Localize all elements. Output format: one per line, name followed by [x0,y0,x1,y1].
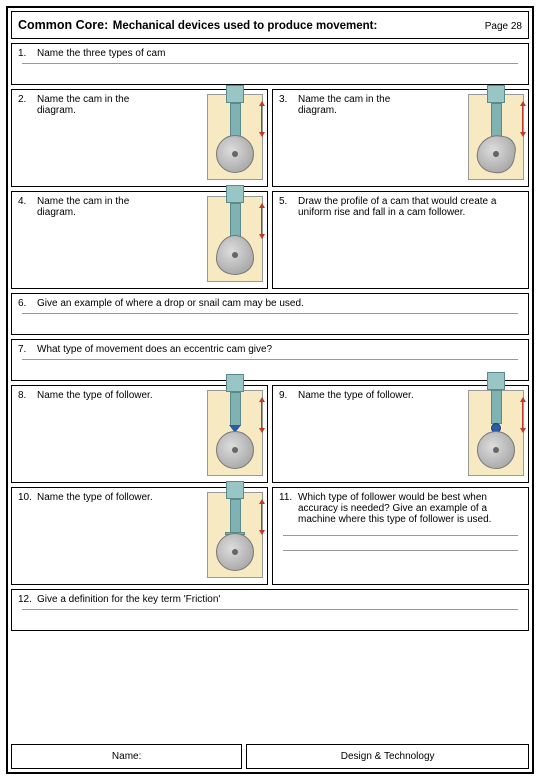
row-q4-q5: 4. Name the cam in the diagram. 5. Draw … [11,191,529,289]
header-prefix: Common Core: [18,18,108,32]
q6-num: 6. [18,298,34,309]
name-field[interactable]: Name: [11,744,242,769]
page-number: Page 28 [485,21,522,32]
q11-num: 11. [279,492,295,503]
cam-shaft [230,103,241,137]
page-header: Common Core: Mechanical devices used to … [11,11,529,39]
q10-text: Name the type of follower. [37,492,164,503]
row-q2-q3: 2. Name the cam in the diagram. 3. Name … [11,89,529,187]
motion-arrow-icon [519,101,525,137]
answer-line[interactable] [22,609,518,610]
header-title-group: Common Core: Mechanical devices used to … [18,16,377,34]
question-4: 4. Name the cam in the diagram. [11,191,268,289]
motion-arrow-icon [519,397,525,433]
question-9: 9. Name the type of follower. [272,385,529,483]
cam-axle [493,447,499,453]
q5-text: Draw the profile of a cam that would cre… [298,196,522,218]
cam-axle [232,151,238,157]
q7-num: 7. [18,344,34,355]
q1-text: Name the three types of cam [37,48,522,59]
motion-arrow-icon [258,203,264,239]
row-q10-q11: 10. Name the type of follower. 11. Which… [11,487,529,585]
question-3: 3. Name the cam in the diagram. [272,89,529,187]
footer: Name: Design & Technology [11,744,529,769]
question-1: 1. Name the three types of cam [11,43,529,85]
q4-text: Name the cam in the diagram. [37,196,164,218]
q9-text: Name the type of follower. [298,390,425,401]
q11-text: Which type of follower would be best whe… [298,492,522,525]
name-label: Name: [112,751,141,762]
follower-diagram-knife [207,390,263,476]
cam-disc [474,132,518,176]
motion-arrow-icon [258,397,264,433]
worksheet-page: Common Core: Mechanical devices used to … [6,6,534,774]
answer-line[interactable] [22,313,518,314]
cam-guide [487,85,505,103]
answer-line[interactable] [283,535,518,536]
cam-disc [216,533,254,571]
follower-diagram-flat [207,492,263,578]
q9-num: 9. [279,390,295,401]
cam-disc [216,235,254,275]
row-q8-q9: 8. Name the type of follower. 9. Name th… [11,385,529,483]
q12-num: 12. [18,594,34,605]
question-8: 8. Name the type of follower. [11,385,268,483]
question-6: 6. Give an example of where a drop or sn… [11,293,529,335]
question-5: 5. Draw the profile of a cam that would … [272,191,529,289]
q6-text: Give an example of where a drop or snail… [37,298,522,309]
q10-num: 10. [18,492,34,503]
q3-num: 3. [279,94,295,105]
cam-disc [216,135,254,173]
answer-line[interactable] [22,359,518,360]
header-title: Mechanical devices used to produce movem… [113,20,378,32]
q2-num: 2. [18,94,34,105]
question-2: 2. Name the cam in the diagram. [11,89,268,187]
question-11: 11. Which type of follower would be best… [272,487,529,585]
q8-text: Name the type of follower. [37,390,164,401]
cam-shaft [491,390,502,424]
cam-guide [226,185,244,203]
cam-diagram-pear [207,196,263,282]
cam-disc [477,431,515,469]
q12-text: Give a definition for the key term 'Fric… [37,594,522,605]
cam-guide [226,85,244,103]
question-10: 10. Name the type of follower. [11,487,268,585]
question-12: 12. Give a definition for the key term '… [11,589,529,631]
subject-label: Design & Technology [246,744,529,769]
cam-shaft [230,499,241,533]
cam-axle [232,549,238,555]
q8-num: 8. [18,390,34,401]
q3-text: Name the cam in the diagram. [298,94,425,116]
cam-axle [232,252,238,258]
follower-diagram-roller [468,390,524,476]
cam-guide [226,481,244,499]
answer-line[interactable] [283,550,518,551]
q5-num: 5. [279,196,295,207]
cam-shaft [230,203,241,237]
q1-num: 1. [18,48,34,59]
q4-num: 4. [18,196,34,207]
answer-line[interactable] [22,63,518,64]
cam-axle [232,447,238,453]
q7-text: What type of movement does an eccentric … [37,344,522,355]
cam-guide [226,374,244,392]
motion-arrow-icon [258,499,264,535]
cam-disc [216,431,254,469]
cam-guide [487,372,505,390]
cam-shaft [491,103,502,137]
cam-shaft [230,392,241,426]
cam-axle [493,151,500,158]
question-7: 7. What type of movement does an eccentr… [11,339,529,381]
cam-diagram-snail [468,94,524,180]
motion-arrow-icon [258,101,264,137]
cam-diagram-eccentric [207,94,263,180]
q2-text: Name the cam in the diagram. [37,94,164,116]
